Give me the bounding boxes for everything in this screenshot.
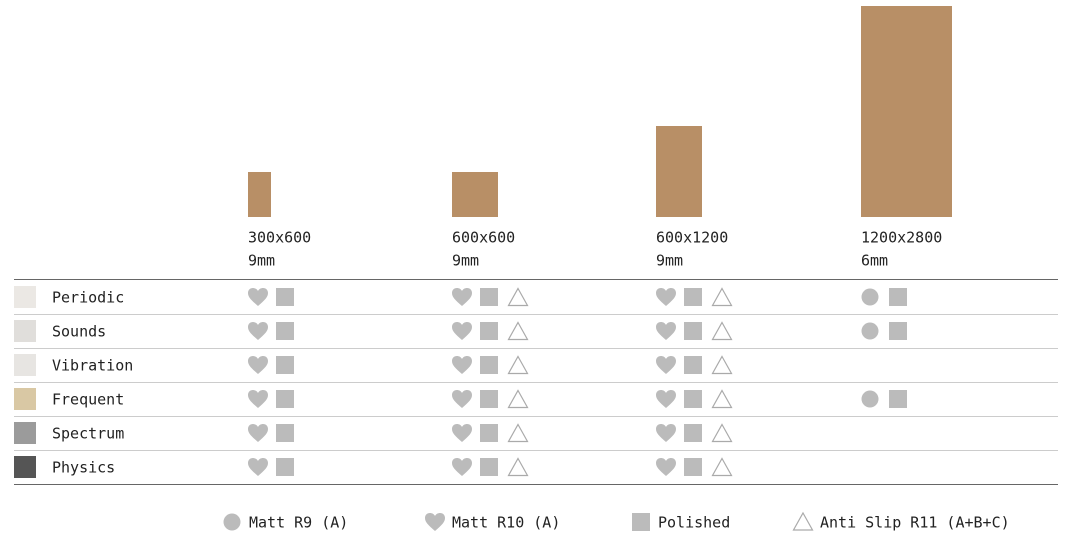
- finish-icon: [248, 356, 268, 374]
- collection-swatch: [14, 422, 36, 444]
- finish-icon: [656, 356, 676, 374]
- finish-icon: [480, 424, 498, 442]
- finish-icon: [684, 288, 702, 306]
- finish-icon: [509, 357, 528, 374]
- finish-icon: [248, 288, 268, 306]
- legend-label: Matt R9 (A): [249, 514, 348, 532]
- collection-swatch: [14, 354, 36, 376]
- finish-icon: [509, 323, 528, 340]
- size-availability-table: Matt R9 (A) Matt R10 (A) Polished Anti S…: [0, 0, 1073, 537]
- finish-icon: [713, 357, 732, 374]
- finish-icon: [276, 356, 294, 374]
- finish-icon: [684, 390, 702, 408]
- collection-name: Periodic: [52, 289, 124, 307]
- finish-icon: [276, 390, 294, 408]
- finish-icon: [713, 425, 732, 442]
- finish-icon: [509, 459, 528, 476]
- collection-name: Vibration: [52, 357, 133, 375]
- finish-icon: [480, 458, 498, 476]
- legend-icon: [794, 513, 813, 530]
- finish-icon: [276, 288, 294, 306]
- finish-icon: [684, 322, 702, 340]
- finish-icon: [656, 458, 676, 476]
- finish-icon: [684, 356, 702, 374]
- legend-icon: [224, 514, 241, 531]
- finish-icon: [509, 391, 528, 408]
- finish-icon: [276, 458, 294, 476]
- size-thickness: 6mm: [861, 252, 888, 270]
- finish-icon: [684, 458, 702, 476]
- finish-icon: [276, 322, 294, 340]
- size-label: 300x600: [248, 229, 311, 247]
- finish-icon: [509, 289, 528, 306]
- finish-icon: [656, 424, 676, 442]
- finish-icon: [713, 391, 732, 408]
- legend-label: Matt R10 (A): [452, 514, 560, 532]
- finish-icon: [684, 424, 702, 442]
- legend: Matt R9 (A) Matt R10 (A) Polished Anti S…: [224, 513, 1010, 532]
- finish-icon: [480, 288, 498, 306]
- finish-icon: [452, 390, 472, 408]
- finish-icon: [862, 289, 879, 306]
- finish-icon: [452, 322, 472, 340]
- size-swatch: [248, 172, 271, 217]
- finish-icon: [248, 424, 268, 442]
- size-thickness: 9mm: [248, 252, 275, 270]
- size-swatch: [656, 126, 702, 217]
- finish-icon: [480, 390, 498, 408]
- collection-swatch: [14, 286, 36, 308]
- legend-icon: [632, 513, 650, 531]
- finish-icon: [480, 356, 498, 374]
- size-swatch: [452, 172, 498, 217]
- finish-icon: [248, 322, 268, 340]
- finish-icon: [889, 322, 907, 340]
- finish-icon: [713, 289, 732, 306]
- collection-name: Frequent: [52, 391, 124, 409]
- finish-icon: [713, 323, 732, 340]
- finish-icon: [713, 459, 732, 476]
- legend-icon: [425, 513, 445, 531]
- legend-label: Polished: [658, 514, 730, 532]
- legend-label: Anti Slip R11 (A+B+C): [820, 514, 1010, 532]
- finish-icon: [452, 424, 472, 442]
- size-label: 600x600: [452, 229, 515, 247]
- finish-icon: [248, 390, 268, 408]
- finish-icon: [862, 391, 879, 408]
- collection-swatch: [14, 320, 36, 342]
- finish-icon: [452, 356, 472, 374]
- size-swatch: [861, 6, 952, 217]
- finish-icon: [889, 288, 907, 306]
- collection-name: Sounds: [52, 323, 106, 341]
- size-label: 1200x2800: [861, 229, 942, 247]
- size-label: 600x1200: [656, 229, 728, 247]
- finish-icon: [656, 288, 676, 306]
- collection-swatch: [14, 456, 36, 478]
- finish-icon: [656, 322, 676, 340]
- finish-icon: [656, 390, 676, 408]
- collection-name: Physics: [52, 459, 115, 477]
- finish-icon: [276, 424, 294, 442]
- finish-icon: [452, 288, 472, 306]
- finish-icon: [452, 458, 472, 476]
- collection-name: Spectrum: [52, 425, 124, 443]
- size-thickness: 9mm: [656, 252, 683, 270]
- finish-icon: [480, 322, 498, 340]
- finish-icon: [889, 390, 907, 408]
- finish-icon: [862, 323, 879, 340]
- size-thickness: 9mm: [452, 252, 479, 270]
- finish-icon: [509, 425, 528, 442]
- finish-icon: [248, 458, 268, 476]
- collection-swatch: [14, 388, 36, 410]
